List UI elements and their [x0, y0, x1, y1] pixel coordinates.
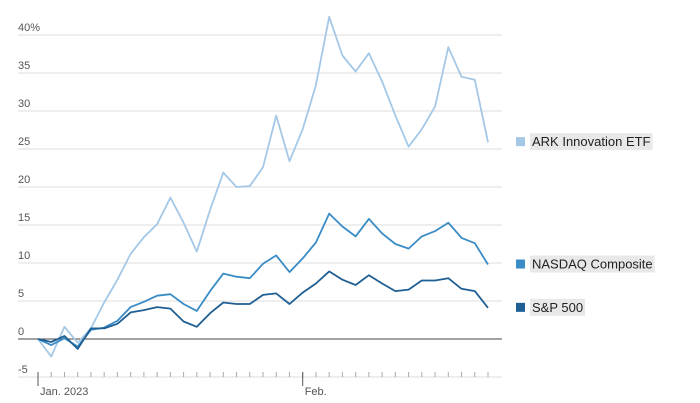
y-tick-label: 20: [18, 174, 30, 186]
x-axis: Jan. 2023 Feb.: [37, 372, 489, 398]
legend-item: ARK Innovation ETF: [516, 133, 653, 151]
y-tick-label: 5: [18, 288, 24, 300]
legend-label-bg: [530, 298, 586, 316]
legend-item: NASDAQ Composite: [516, 255, 655, 273]
y-tick-label: 40%: [18, 22, 40, 34]
series-line-s-p-500: [37, 270, 489, 350]
grid-lines: [18, 34, 502, 378]
legend-swatch: [516, 259, 525, 269]
legend-label-bg: [530, 255, 655, 273]
legend-item: S&P 500: [516, 298, 586, 316]
legend: ARK Innovation ETF NASDAQ Composite S&P 50…: [516, 133, 655, 316]
x-tick-label: Jan. 2023: [40, 386, 88, 398]
x-tick-label: Feb.: [305, 386, 327, 398]
y-tick-label: 25: [18, 136, 30, 148]
y-tick-label: 15: [18, 212, 30, 224]
y-tick-label: 0: [18, 326, 24, 338]
series-lines: [37, 15, 489, 358]
series-line-nasdaq-composite: [37, 212, 489, 348]
legend-label: NASDAQ Composite: [532, 257, 653, 272]
legend-label: ARK Innovation ETF: [532, 134, 651, 149]
y-tick-label: 30: [18, 98, 30, 110]
y-axis: 40% 35 30 25 20 15 10 5 0 -5: [18, 22, 40, 376]
legend-label: S&P 500: [532, 300, 583, 315]
y-tick-label: -5: [18, 364, 28, 376]
y-tick-label: 35: [18, 60, 30, 72]
legend-label-bg: [530, 133, 653, 151]
legend-swatch: [516, 302, 525, 312]
series-line-ark-innovation-etf: [37, 15, 489, 358]
y-tick-label: 10: [18, 250, 30, 262]
legend-swatch: [516, 137, 525, 147]
